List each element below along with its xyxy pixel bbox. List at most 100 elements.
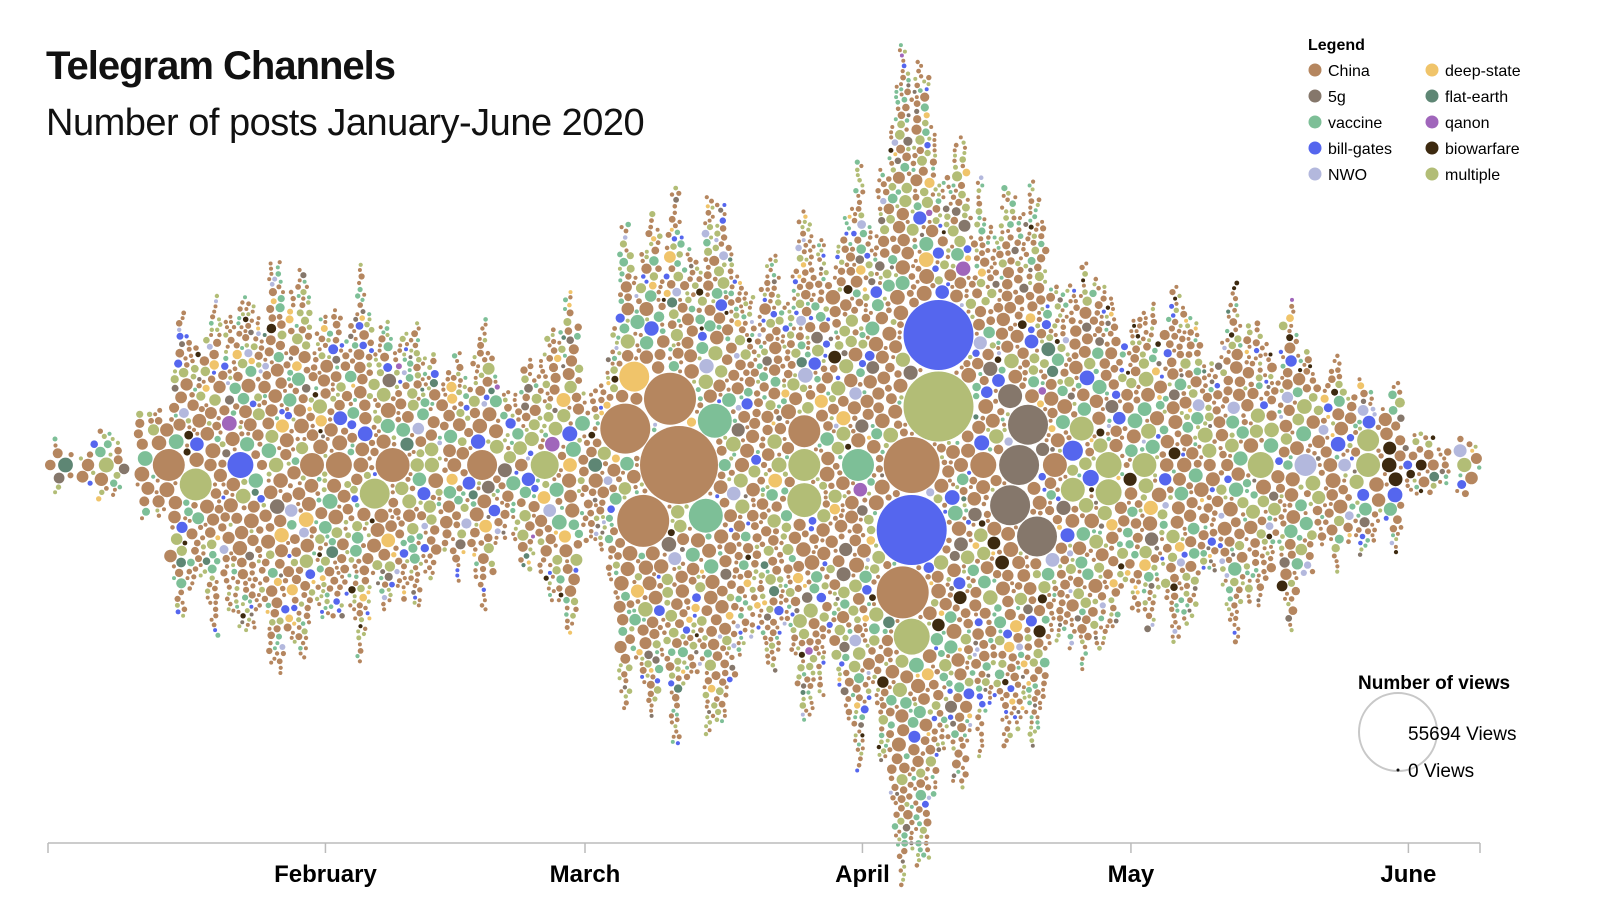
post-bubble-China — [68, 452, 74, 458]
post-bubble-China — [538, 443, 544, 450]
post-bubble-vaccine — [618, 298, 625, 305]
post-bubble-multiple — [691, 282, 699, 289]
post-bubble-China — [708, 491, 713, 496]
post-bubble-deep-state — [686, 616, 693, 623]
post-bubble-China — [438, 509, 444, 515]
post-bubble-5g — [999, 445, 1040, 485]
post-bubble-China — [104, 486, 109, 491]
post-bubble-China — [381, 601, 386, 607]
post-bubble-multiple — [1279, 388, 1284, 393]
post-bubble-China — [243, 329, 248, 334]
post-bubble-China — [1285, 472, 1300, 487]
post-bubble-China — [243, 418, 257, 432]
post-bubble-China — [888, 404, 903, 419]
post-bubble-China — [282, 578, 289, 584]
post-bubble-vaccine — [999, 275, 1004, 280]
post-bubble-multiple — [531, 551, 536, 556]
post-bubble-China — [239, 325, 244, 330]
post-bubble-multiple — [692, 379, 697, 384]
post-bubble-biowarfare — [694, 633, 699, 638]
post-bubble-China — [409, 485, 416, 492]
post-bubble-China — [786, 574, 791, 579]
post-bubble-China — [680, 281, 690, 291]
post-bubble-China — [750, 368, 759, 377]
post-bubble-bill-gates — [1159, 374, 1164, 379]
post-bubble-China — [224, 564, 230, 569]
post-bubble-China — [335, 329, 342, 336]
post-bubble-China — [481, 593, 486, 597]
post-bubble-multiple — [998, 223, 1004, 229]
post-bubble-vaccine — [613, 570, 619, 576]
post-bubble-multiple — [402, 352, 407, 357]
post-bubble-China — [765, 660, 771, 665]
post-bubble-China — [430, 544, 442, 555]
post-bubble-deep-state — [651, 236, 657, 242]
post-bubble-China — [958, 135, 963, 140]
post-bubble-China — [620, 561, 635, 577]
post-bubble-China — [642, 488, 648, 494]
post-bubble-vaccine — [209, 550, 217, 559]
post-bubble-multiple — [747, 605, 753, 611]
post-bubble-China — [395, 416, 402, 423]
post-bubble-China — [551, 589, 556, 594]
post-bubble-China — [757, 476, 766, 485]
post-bubble-multiple — [521, 375, 529, 384]
post-bubble-multiple — [756, 353, 761, 358]
post-bubble-China — [354, 361, 366, 374]
post-bubble-China — [1077, 569, 1082, 574]
post-bubble-China — [811, 292, 816, 297]
post-bubble-5g — [945, 700, 957, 713]
post-bubble-vaccine — [1175, 608, 1180, 613]
post-bubble-China — [1341, 452, 1346, 457]
post-bubble-multiple — [842, 634, 849, 642]
post-bubble-China — [1230, 361, 1243, 374]
post-bubble-bill-gates — [675, 741, 681, 746]
post-bubble-China — [482, 357, 488, 363]
post-bubble-bill-gates — [359, 341, 368, 350]
post-bubble-5g — [906, 83, 911, 88]
post-bubble-China — [306, 597, 313, 604]
post-bubble-vaccine — [992, 235, 997, 240]
post-bubble-China — [924, 776, 929, 781]
post-bubble-China — [220, 569, 228, 577]
post-bubble-vaccine — [407, 368, 412, 373]
post-bubble-China — [412, 342, 419, 349]
post-bubble-multiple — [926, 82, 931, 87]
post-bubble-vaccine — [1356, 513, 1361, 518]
post-bubble-China — [214, 504, 224, 514]
post-bubble-China — [467, 450, 498, 480]
post-bubble-China — [637, 624, 649, 636]
post-bubble-China — [1053, 332, 1058, 338]
post-bubble-multiple — [593, 413, 600, 420]
post-bubble-multiple — [1126, 377, 1137, 389]
post-bubble-multiple — [878, 212, 883, 217]
post-bubble-multiple — [815, 477, 820, 482]
post-bubble-China — [726, 342, 737, 354]
post-bubble-China — [377, 348, 382, 353]
post-bubble-vaccine — [1166, 316, 1172, 323]
post-bubble-bill-gates — [943, 509, 948, 514]
post-bubble-multiple — [852, 647, 866, 660]
post-bubble-China — [738, 410, 751, 423]
post-bubble-China — [769, 629, 777, 637]
post-bubble-China — [252, 429, 264, 441]
post-bubble-China — [784, 476, 795, 488]
post-bubble-vaccine — [1091, 529, 1097, 534]
post-bubble-vaccine — [817, 243, 821, 248]
post-bubble-vaccine — [834, 330, 839, 335]
post-bubble-China — [1182, 526, 1187, 531]
post-bubble-China — [720, 645, 727, 652]
post-bubble-China — [232, 541, 248, 556]
post-bubble-China — [936, 443, 946, 453]
post-bubble-NWO — [1045, 553, 1060, 567]
post-bubble-China — [365, 353, 373, 361]
post-bubble-vaccine — [1299, 516, 1313, 531]
post-bubble-China — [1338, 484, 1348, 495]
post-bubble-5g — [1016, 710, 1021, 714]
post-bubble-China — [918, 368, 923, 373]
post-bubble-China — [964, 645, 973, 655]
post-bubble-vaccine — [443, 486, 457, 499]
post-bubble-China — [883, 203, 895, 215]
post-bubble-multiple — [836, 666, 842, 672]
post-bubble-China — [368, 439, 376, 447]
